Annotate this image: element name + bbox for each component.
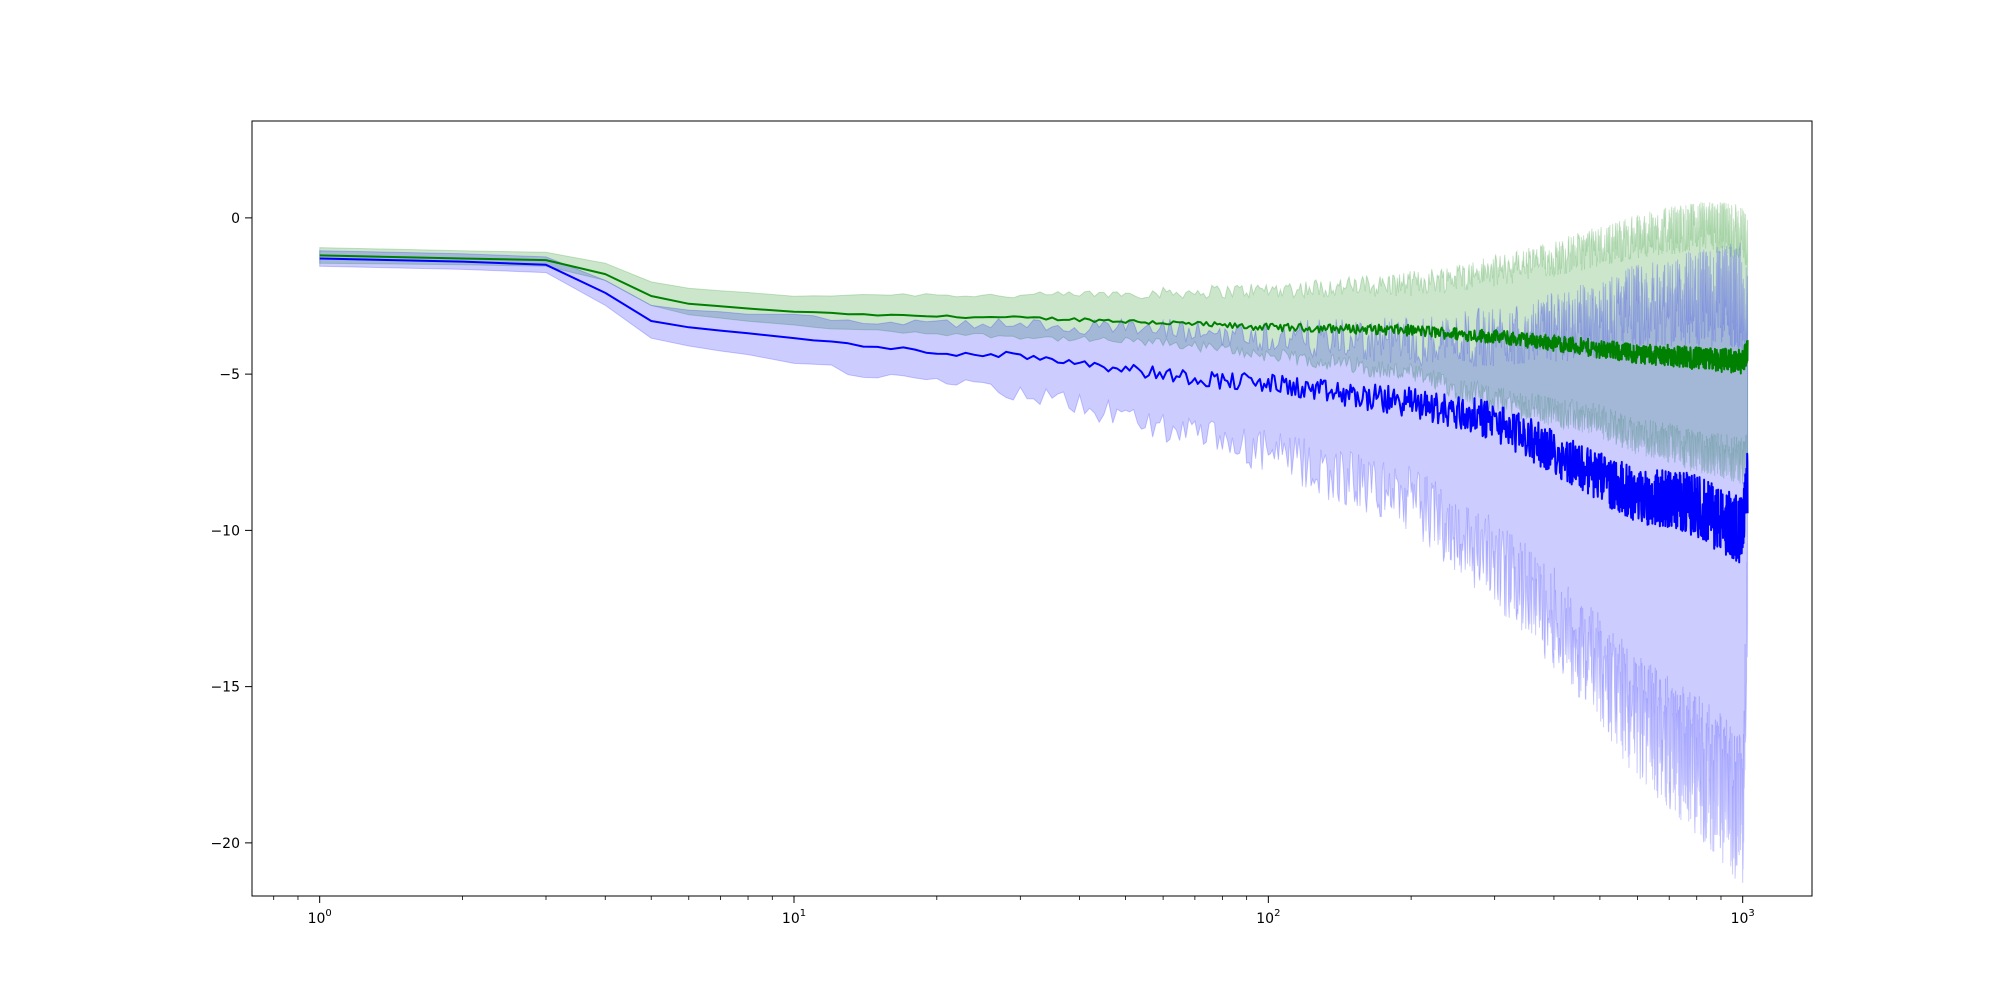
plot-frame bbox=[251, 120, 1813, 897]
series-2-line bbox=[319, 257, 1749, 564]
y-tick-label: −20 bbox=[210, 836, 240, 852]
x-tick-label: 101 bbox=[782, 908, 806, 927]
y-tick-label: −10 bbox=[210, 523, 240, 539]
x-tick-label: 103 bbox=[1731, 908, 1755, 927]
y-axis: 0 −5 −10 −15 −20 bbox=[210, 211, 252, 852]
y-tick-label: −15 bbox=[210, 680, 240, 696]
series-1-line bbox=[319, 254, 1749, 375]
y-tick-label: −5 bbox=[219, 367, 240, 383]
series-lines bbox=[319, 254, 1749, 564]
y-tick-label: 0 bbox=[231, 211, 240, 227]
x-tick-label: 102 bbox=[1256, 908, 1280, 927]
x-tick-label: 100 bbox=[308, 908, 332, 927]
x-axis: 100 101 102 103 bbox=[273, 896, 1755, 927]
